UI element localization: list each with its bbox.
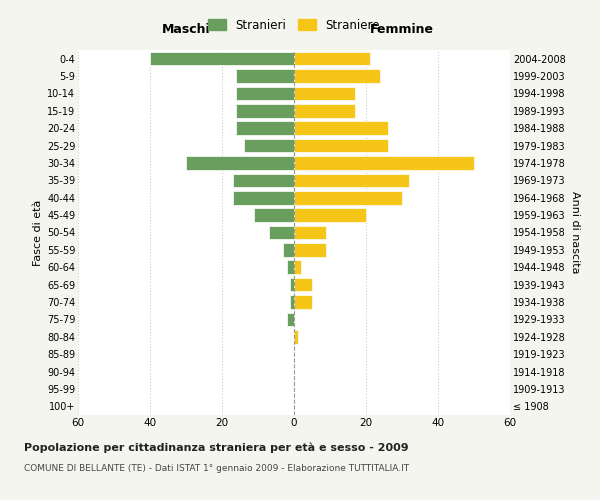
Bar [294, 52, 370, 66]
Legend: Stranieri, Straniere: Stranieri, Straniere [203, 14, 385, 36]
Bar [294, 174, 409, 187]
Bar [244, 139, 294, 152]
Bar [294, 260, 301, 274]
Bar [283, 243, 294, 256]
Bar [236, 104, 294, 118]
Bar [290, 295, 294, 309]
Bar [294, 104, 355, 118]
Bar [294, 208, 366, 222]
Text: Popolazione per cittadinanza straniera per età e sesso - 2009: Popolazione per cittadinanza straniera p… [24, 442, 409, 453]
Bar [294, 226, 326, 239]
Bar [233, 191, 294, 204]
Bar [294, 86, 355, 100]
Text: Maschi: Maschi [161, 23, 211, 36]
Bar [150, 52, 294, 66]
Bar [254, 208, 294, 222]
Bar [294, 139, 388, 152]
Bar [287, 260, 294, 274]
Bar [294, 295, 312, 309]
Y-axis label: Anni di nascita: Anni di nascita [569, 191, 580, 274]
Text: Femmine: Femmine [370, 23, 434, 36]
Bar [294, 278, 312, 291]
Bar [294, 243, 326, 256]
Bar [236, 122, 294, 135]
Bar [294, 122, 388, 135]
Bar [294, 191, 402, 204]
Bar [294, 70, 380, 83]
Bar [236, 86, 294, 100]
Y-axis label: Fasce di età: Fasce di età [32, 200, 43, 266]
Bar [287, 312, 294, 326]
Bar [236, 70, 294, 83]
Bar [186, 156, 294, 170]
Text: COMUNE DI BELLANTE (TE) - Dati ISTAT 1° gennaio 2009 - Elaborazione TUTTITALIA.I: COMUNE DI BELLANTE (TE) - Dati ISTAT 1° … [24, 464, 409, 473]
Bar [233, 174, 294, 187]
Bar [294, 156, 474, 170]
Bar [290, 278, 294, 291]
Bar [269, 226, 294, 239]
Bar [294, 330, 298, 344]
